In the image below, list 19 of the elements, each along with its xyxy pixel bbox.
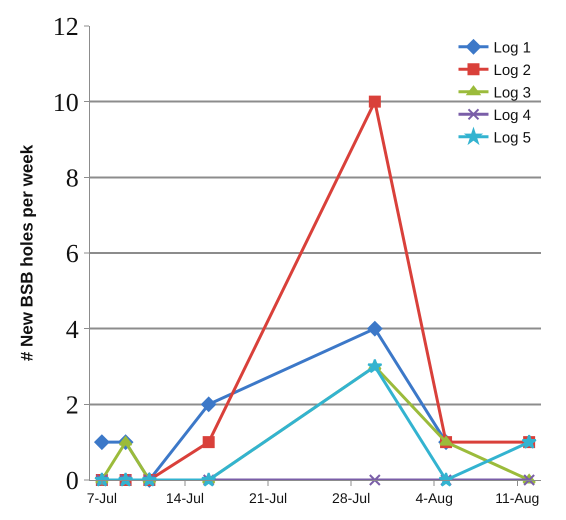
y-axis-title: # New BSB holes per week bbox=[17, 144, 36, 362]
legend-label: Log 1 bbox=[493, 40, 532, 57]
x-tick-label: 11-Aug bbox=[495, 490, 540, 506]
x-tick-label: 4-Aug bbox=[416, 490, 453, 506]
legend-label: Log 3 bbox=[493, 84, 532, 102]
x-tick-label: 14-Jul bbox=[166, 490, 204, 506]
y-tick-label: 8 bbox=[66, 163, 79, 192]
legend-label: Log 2 bbox=[493, 62, 532, 80]
y-tick-label: 4 bbox=[66, 314, 79, 344]
y-tick-label: 6 bbox=[66, 239, 79, 268]
y-tick-label: 0 bbox=[66, 466, 79, 496]
x-tick-label: 28-Jul bbox=[332, 490, 370, 506]
legend-label: Log 4 bbox=[493, 107, 532, 124]
y-tick-label: 10 bbox=[52, 88, 79, 117]
x-tick-label: 7-Jul bbox=[86, 490, 118, 506]
y-tick-label: 2 bbox=[66, 390, 79, 420]
x-tick-label: 21-Jul bbox=[248, 490, 288, 506]
legend-label: Log 5 bbox=[493, 130, 532, 147]
y-tick-label: 12 bbox=[52, 12, 79, 42]
